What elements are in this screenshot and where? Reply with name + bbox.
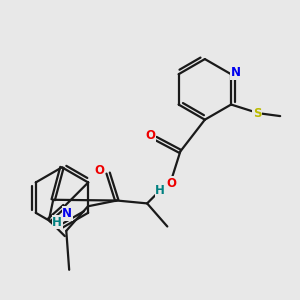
Text: S: S <box>253 107 261 120</box>
Text: O: O <box>94 164 104 177</box>
Text: O: O <box>145 129 155 142</box>
Text: H: H <box>52 216 62 229</box>
Text: H: H <box>155 184 165 197</box>
Text: N: N <box>62 207 72 220</box>
Text: N: N <box>230 66 240 79</box>
Text: O: O <box>167 177 177 190</box>
